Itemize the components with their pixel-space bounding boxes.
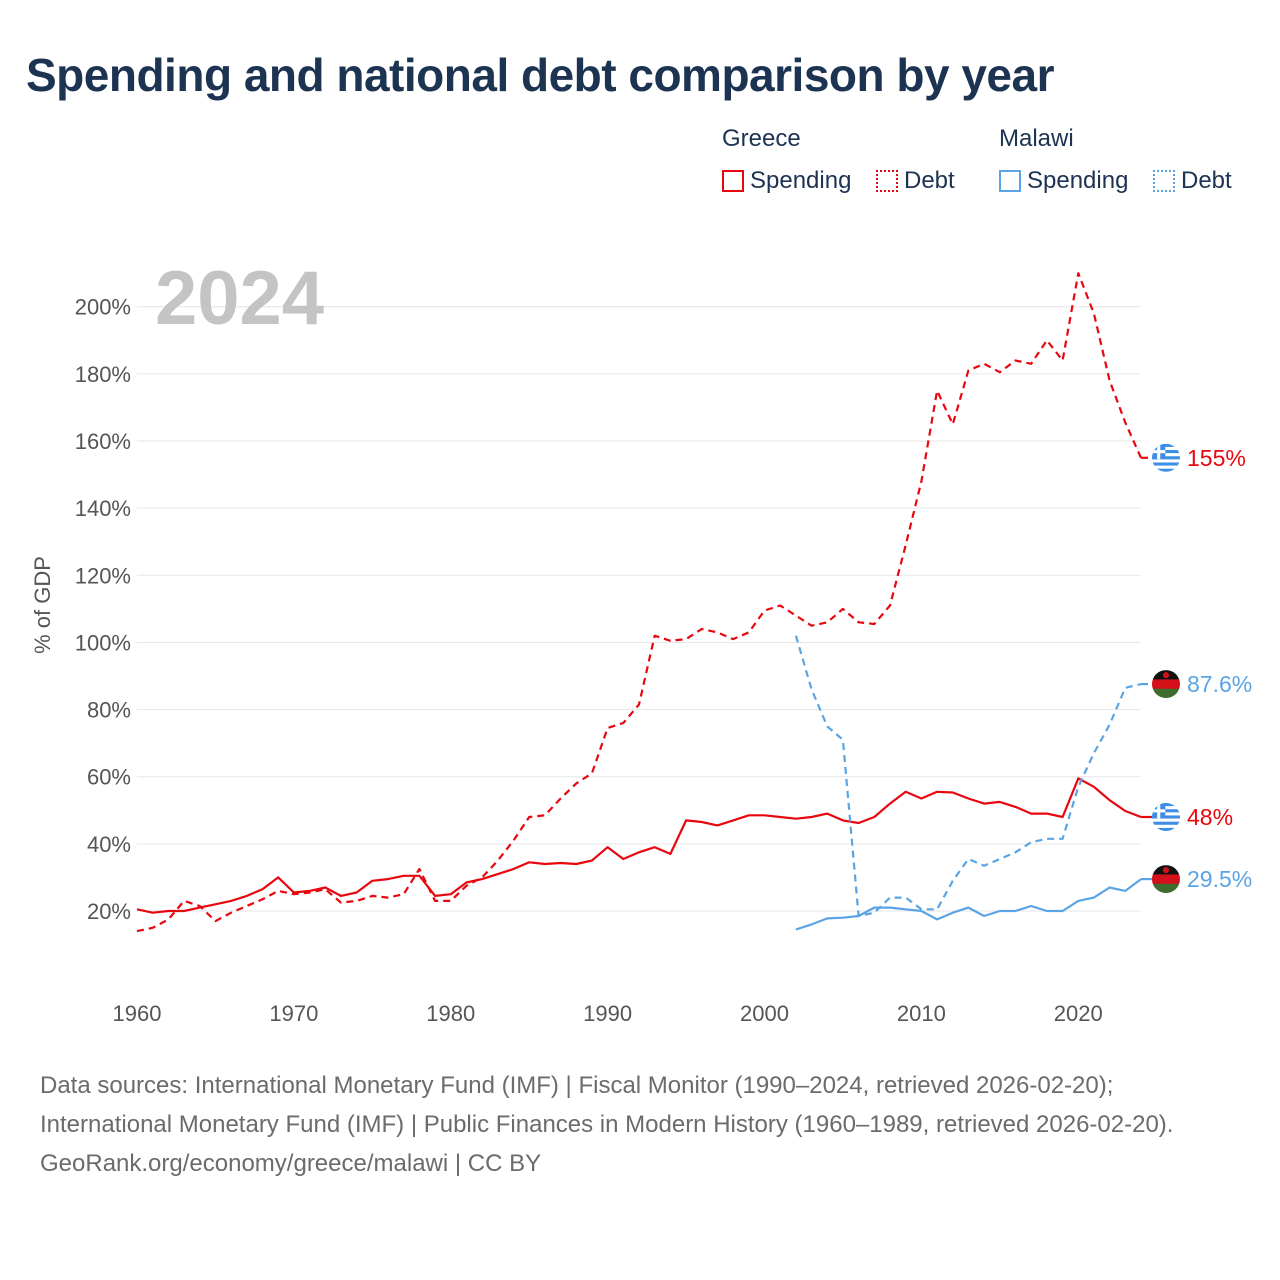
legend-solid-swatch-icon — [722, 170, 744, 192]
y-tick-label: 200% — [75, 295, 131, 320]
legend-malawi-debt-label: Debt — [1181, 167, 1232, 194]
y-tick-label: 20% — [87, 899, 131, 924]
greece-spending-line[interactable] — [136, 777, 1142, 914]
line-chart: 2024 % of GDP 20% 40% 60% 80% 100% 120% 140% 16… — [30, 256, 1252, 1026]
greece-flag-icon — [1152, 443, 1180, 472]
malawi-flag-icon — [1152, 865, 1180, 894]
x-tick-label: 2000 — [740, 1001, 789, 1026]
series-end-labels: 48% 155% 29.5% 87.6% — [1152, 443, 1252, 894]
legend-dotted-swatch-icon — [1153, 170, 1175, 192]
greece-spending-end-label: 48% — [1187, 804, 1233, 830]
x-tick-label: 1980 — [426, 1001, 475, 1026]
x-tick-label: 1990 — [583, 1001, 632, 1026]
legend-solid-swatch-icon — [999, 170, 1021, 192]
malawi-spending-line[interactable] — [795, 878, 1142, 931]
legend-malawi-spending-label: Spending — [1027, 167, 1129, 194]
x-axis-ticks: 1960 1970 1980 1990 2000 2010 2020 — [113, 1001, 1103, 1026]
malawi-flag-icon — [1152, 670, 1180, 699]
legend-greece-spending-label: Spending — [750, 167, 852, 194]
series-lines — [136, 272, 1153, 933]
y-tick-label: 40% — [87, 832, 131, 857]
legend-greece-debt-label: Debt — [904, 167, 955, 194]
y-tick-label: 140% — [75, 496, 131, 521]
malawi-debt-end-label: 87.6% — [1187, 671, 1252, 697]
data-sources-text: Data sources: International Monetary Fun… — [40, 1072, 1174, 1138]
legend-country-malawi: Malawi — [999, 125, 1074, 152]
malawi-spending-end-label: 29.5% — [1187, 866, 1252, 892]
credit-link[interactable]: GeoRank.org/economy/greece/malawi | CC B… — [40, 1150, 542, 1177]
legend-malawi-debt[interactable]: Debt — [1153, 167, 1232, 195]
legend-greece-spending[interactable]: Spending — [722, 167, 851, 195]
y-axis-label: % of GDP — [30, 556, 55, 654]
greece-flag-icon — [1152, 803, 1180, 832]
x-tick-label: 2010 — [897, 1001, 946, 1026]
y-tick-label: 80% — [87, 698, 131, 723]
year-watermark: 2024 — [155, 256, 324, 341]
y-tick-label: 120% — [75, 563, 131, 588]
y-axis-ticks: 20% 40% 60% 80% 100% 120% 140% 160% 180% 200% — [75, 295, 131, 924]
y-tick-label: 100% — [75, 630, 131, 655]
greece-debt-line[interactable] — [136, 272, 1143, 933]
legend-country-greece: Greece — [722, 125, 801, 152]
gridlines — [137, 306, 1141, 912]
greece-debt-end-label: 155% — [1187, 445, 1246, 471]
y-tick-label: 160% — [75, 429, 131, 454]
x-tick-label: 2020 — [1054, 1001, 1103, 1026]
y-tick-label: 60% — [87, 765, 131, 790]
x-tick-label: 1970 — [269, 1001, 318, 1026]
legend-dotted-swatch-icon — [876, 170, 898, 192]
chart-title: Spending and national debt comparison by… — [26, 49, 1055, 101]
legend-greece-debt[interactable]: Debt — [876, 167, 955, 195]
y-tick-label: 180% — [75, 362, 131, 387]
x-tick-label: 1960 — [113, 1001, 162, 1026]
footer: Data sources: International Monetary Fun… — [40, 1066, 1240, 1183]
legend-malawi-spending[interactable]: Spending — [999, 167, 1128, 195]
malawi-debt-line[interactable] — [794, 635, 1142, 918]
